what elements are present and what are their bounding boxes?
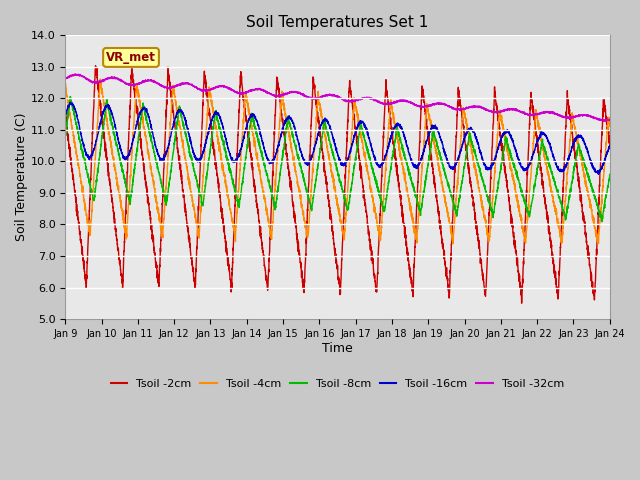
Tsoil -16cm	[61, 114, 69, 120]
Tsoil -4cm	[391, 120, 399, 126]
Tsoil -2cm	[61, 109, 69, 115]
Tsoil -32cm	[214, 84, 221, 90]
Tsoil -2cm	[178, 179, 186, 184]
Tsoil -16cm	[391, 125, 399, 131]
Tsoil -4cm	[178, 139, 186, 144]
Tsoil -32cm	[400, 98, 408, 104]
Tsoil -32cm	[600, 118, 607, 124]
Tsoil -4cm	[554, 220, 562, 226]
Tsoil -4cm	[605, 117, 613, 122]
Tsoil -8cm	[400, 153, 408, 159]
Tsoil -32cm	[72, 71, 79, 77]
Tsoil -16cm	[605, 144, 613, 149]
Tsoil -16cm	[606, 143, 614, 149]
Line: Tsoil -16cm: Tsoil -16cm	[65, 102, 610, 174]
Tsoil -32cm	[391, 98, 399, 104]
Tsoil -16cm	[67, 99, 74, 105]
Tsoil -16cm	[178, 109, 186, 115]
Tsoil -2cm	[92, 63, 99, 69]
Tsoil -4cm	[214, 134, 221, 140]
Tsoil -16cm	[554, 164, 562, 169]
Tsoil -8cm	[391, 139, 399, 144]
Tsoil -4cm	[606, 123, 614, 129]
Tsoil -2cm	[606, 142, 614, 147]
Tsoil -2cm	[554, 290, 562, 296]
Tsoil -8cm	[605, 174, 613, 180]
Tsoil -2cm	[400, 223, 408, 229]
Tsoil -8cm	[61, 135, 69, 141]
Y-axis label: Soil Temperature (C): Soil Temperature (C)	[15, 113, 28, 241]
Tsoil -16cm	[214, 111, 221, 117]
Tsoil -4cm	[61, 84, 69, 90]
Tsoil -4cm	[97, 76, 104, 82]
Legend: Tsoil -2cm, Tsoil -4cm, Tsoil -8cm, Tsoil -16cm, Tsoil -32cm: Tsoil -2cm, Tsoil -4cm, Tsoil -8cm, Tsoi…	[106, 374, 569, 393]
Tsoil -4cm	[449, 241, 457, 247]
Line: Tsoil -32cm: Tsoil -32cm	[65, 74, 610, 121]
Tsoil -32cm	[605, 118, 613, 123]
Tsoil -32cm	[178, 81, 186, 87]
Tsoil -32cm	[61, 76, 69, 82]
Tsoil -4cm	[400, 170, 408, 176]
Tsoil -2cm	[214, 172, 221, 178]
Tsoil -2cm	[391, 149, 399, 155]
Tsoil -32cm	[554, 112, 562, 118]
Tsoil -16cm	[400, 133, 408, 139]
Tsoil -32cm	[606, 117, 614, 122]
Title: Soil Temperatures Set 1: Soil Temperatures Set 1	[246, 15, 429, 30]
Tsoil -8cm	[67, 94, 74, 99]
Tsoil -2cm	[518, 300, 525, 306]
Tsoil -8cm	[554, 192, 562, 197]
Line: Tsoil -8cm: Tsoil -8cm	[65, 96, 610, 222]
Line: Tsoil -4cm: Tsoil -4cm	[65, 79, 610, 244]
Tsoil -8cm	[598, 219, 606, 225]
Tsoil -16cm	[595, 171, 602, 177]
Tsoil -8cm	[606, 171, 614, 177]
X-axis label: Time: Time	[322, 342, 353, 355]
Line: Tsoil -2cm: Tsoil -2cm	[65, 66, 610, 303]
Tsoil -8cm	[214, 115, 221, 121]
Text: VR_met: VR_met	[106, 51, 156, 64]
Tsoil -2cm	[605, 139, 613, 145]
Tsoil -8cm	[178, 118, 186, 123]
